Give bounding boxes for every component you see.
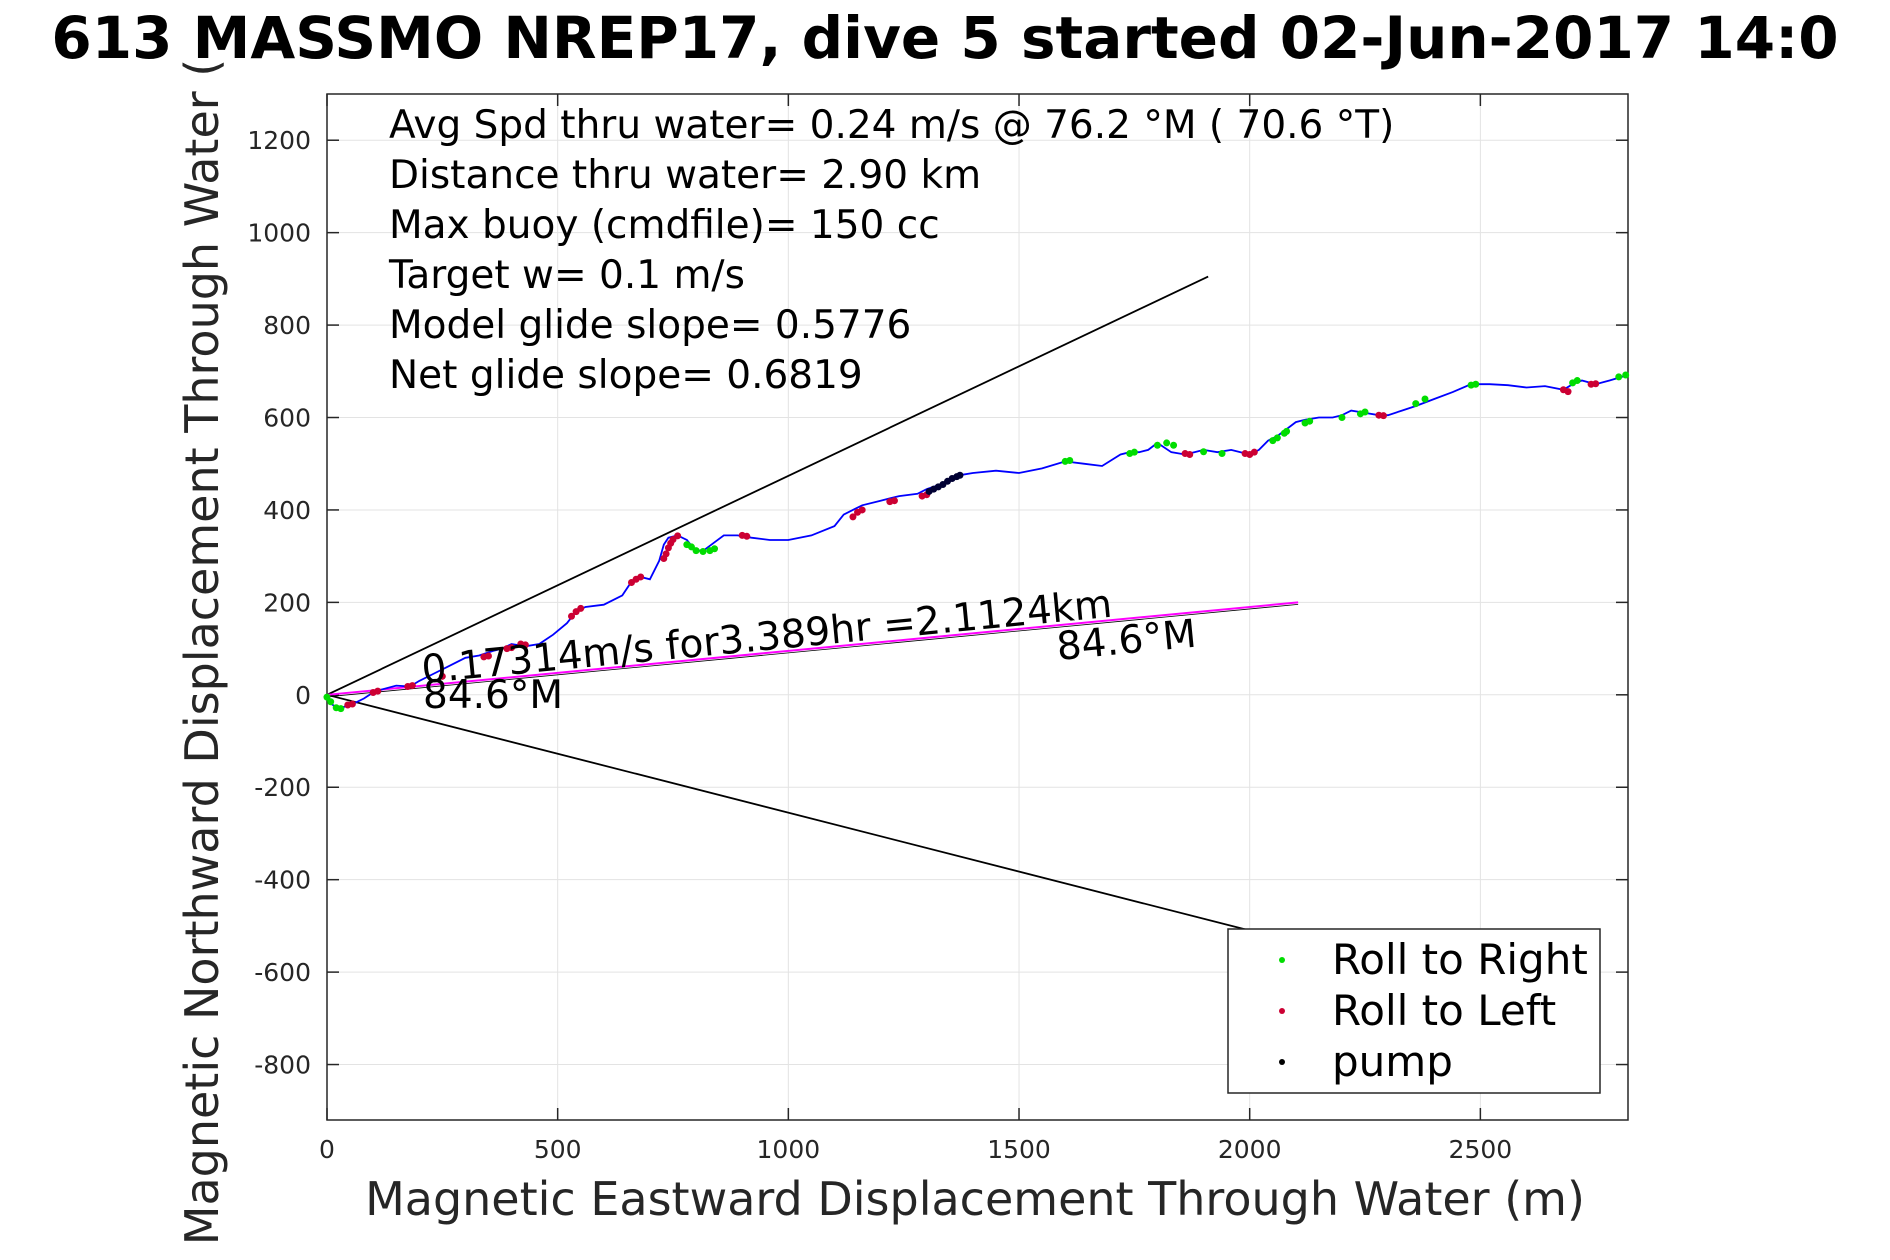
roll-right-point (1338, 414, 1346, 422)
y-tick-label: -400 (254, 866, 311, 895)
roll-right-point (1153, 441, 1161, 449)
current-vector-shadow (326, 603, 1299, 698)
legend-marker (1279, 957, 1285, 963)
info-line: Distance thru water= 2.90 km (389, 153, 981, 198)
y-tick-label: 0 (295, 681, 311, 710)
legend-marker (1279, 1059, 1285, 1065)
info-line: Avg Spd thru water= 0.24 m/s @ 76.2 °M (… (389, 103, 1394, 148)
y-axis-label: Magnetic Northward Displacement Through … (175, 59, 229, 1245)
roll-left-point (849, 513, 857, 521)
roll-right-point (699, 548, 707, 556)
roll-right-point (1066, 456, 1074, 464)
roll-right-point (1573, 377, 1581, 385)
roll-right-point (1200, 448, 1208, 456)
x-tick-label: 1000 (757, 1135, 821, 1164)
roll-left-point (637, 573, 645, 581)
roll-right-point (327, 698, 335, 706)
current-vector-line (326, 601, 1299, 696)
roll-left-point (438, 672, 446, 680)
roll-left-point (577, 604, 585, 612)
y-tick-label: 400 (263, 496, 311, 525)
roll-right-point (1306, 417, 1314, 425)
roll-left-point (374, 687, 382, 695)
roll-right-point (1283, 427, 1291, 435)
markers (323, 371, 1630, 713)
x-tick-label: 2500 (1449, 1135, 1513, 1164)
x-tick-label: 2000 (1218, 1135, 1282, 1164)
info-line: Max buoy (cmdfile)= 150 cc (389, 203, 940, 248)
roll-right-point (711, 545, 719, 553)
roll-left-point (348, 700, 356, 708)
legend-label: pump (1332, 1037, 1453, 1086)
roll-right-point (1130, 448, 1138, 456)
info-line: Target w= 0.1 m/s (388, 253, 745, 298)
info-box: Avg Spd thru water= 0.24 m/s @ 76.2 °M (… (388, 103, 1394, 398)
legend-label: Roll to Right (1332, 935, 1588, 984)
roll-right-point (1273, 434, 1281, 442)
legend-label: Roll to Left (1332, 986, 1556, 1035)
roll-left-point (662, 550, 670, 558)
roll-left-point (408, 682, 416, 690)
roll-left-point (743, 532, 751, 540)
y-tick-label: -800 (254, 1051, 311, 1080)
roll-left-point (568, 612, 576, 620)
roll-right-point (1622, 371, 1630, 379)
roll-right-point (692, 547, 700, 555)
roll-right-point (1218, 450, 1226, 458)
pump-point (956, 471, 964, 479)
y-tick-label: -200 (254, 773, 311, 802)
y-tick-label: 800 (263, 311, 311, 340)
glide-slope-line (326, 693, 1250, 932)
roll-right-point (1163, 439, 1171, 447)
roll-left-point (1186, 450, 1194, 458)
x-axis-label: Magnetic Eastward Displacement Through W… (365, 1172, 1585, 1226)
x-tick-label: 1500 (987, 1135, 1051, 1164)
legend-marker (1279, 1008, 1285, 1014)
x-tick-label: 500 (534, 1135, 582, 1164)
roll-left-point (890, 497, 898, 505)
glide-slope-line (326, 275, 1209, 696)
roll-right-point (1170, 441, 1178, 449)
roll-left-point (1379, 412, 1387, 420)
y-tick-label: 600 (263, 404, 311, 433)
ticks: 0 500 1000 1500 2000 2500 -800 -600 -400 -200 0 200… (247, 94, 1628, 1164)
roll-left-point (1592, 380, 1600, 388)
legend-box (1227, 928, 1601, 1094)
roll-left-point (521, 641, 529, 649)
roll-right-point (1421, 395, 1429, 403)
roll-right-point (1361, 408, 1369, 416)
roll-left-point (1564, 388, 1572, 396)
y-tick-label: 200 (263, 588, 311, 617)
info-line: Model glide slope= 0.5776 (389, 303, 911, 348)
plot-frame (326, 93, 1629, 1121)
roll-left-point (484, 652, 492, 660)
heading-label-start: 84.6°M (423, 673, 563, 718)
roll-right-point (1615, 373, 1623, 381)
y-tick-label: 1000 (247, 219, 311, 248)
roll-right-point (337, 705, 345, 713)
roll-right-point (1412, 400, 1420, 408)
y-tick-label: 1200 (247, 126, 311, 155)
roll-right-point (1472, 380, 1480, 388)
chart-title: 613 MASSMO NREP17, dive 5 started 02-Jun… (51, 4, 1838, 72)
x-tick-label: 0 (319, 1135, 335, 1164)
roll-left-point (674, 532, 682, 540)
plot-area (326, 93, 1629, 1121)
roll-left-point (858, 506, 866, 514)
info-line: Net glide slope= 0.6819 (389, 353, 863, 398)
roll-left-point (508, 644, 516, 652)
y-tick-label: -600 (254, 958, 311, 987)
roll-left-point (1250, 448, 1258, 456)
grid (326, 94, 1628, 1120)
